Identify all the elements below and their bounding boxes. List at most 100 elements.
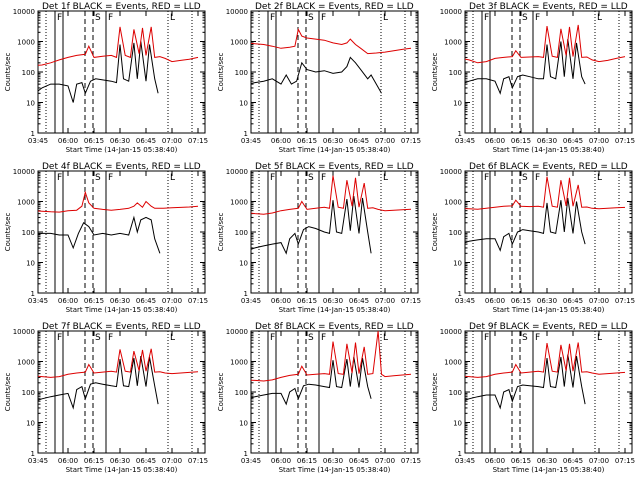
y-tick-label: 10 <box>26 100 35 108</box>
interval-label: L <box>170 13 175 23</box>
interval-label: F <box>57 13 62 23</box>
y-tick-label: 100 <box>449 69 462 77</box>
interval-label: F <box>484 173 489 183</box>
series-lld-line <box>465 176 626 210</box>
x-tick-label: 06:00 <box>271 137 291 145</box>
interval-label: F <box>535 333 540 343</box>
y-tick-label: 10000 <box>440 328 462 336</box>
series-lld-line <box>465 24 626 64</box>
panel-title: Det 8f BLACK = Events, RED = LLD <box>255 322 414 332</box>
y-tick-label: 10000 <box>226 328 248 336</box>
series-events-line <box>465 354 586 410</box>
interval-label: L <box>170 333 175 343</box>
interval-label: L <box>383 333 388 343</box>
panel-title: Det 3f BLACK = Events, RED = LLD <box>469 2 628 12</box>
x-tick-label: 06:45 <box>349 137 369 145</box>
y-tick-label: 10000 <box>13 168 35 176</box>
x-tick-label: 03:45 <box>455 297 475 305</box>
x-tick-label: 06:45 <box>563 137 583 145</box>
x-tick-label: 07:00 <box>375 297 395 305</box>
x-axis-label: Start Time (14-Jan-15 05:38:40) <box>279 146 391 154</box>
interval-label: L <box>170 173 175 183</box>
x-tick-label: 06:00 <box>58 457 78 465</box>
panel-title: Det 1f BLACK = Events, RED = LLD <box>42 2 201 12</box>
x-tick-label: 07:15 <box>188 297 208 305</box>
y-tick-label: 10 <box>239 420 248 428</box>
y-tick-label: 1 <box>244 130 248 138</box>
x-axis-label: Start Time (14-Jan-15 05:38:40) <box>493 146 605 154</box>
interval-label: S <box>308 13 314 23</box>
x-tick-label: 07:00 <box>589 137 609 145</box>
y-tick-label: 1000 <box>230 199 248 207</box>
interval-label: F <box>108 173 113 183</box>
series-events-line <box>465 39 586 95</box>
x-tick-label: 06:30 <box>323 137 343 145</box>
panel-title: Det 6f BLACK = Events, RED = LLD <box>469 162 628 172</box>
y-tick-label: 10 <box>453 420 462 428</box>
panel-3: Det 3f BLACK = Events, RED = LLD 1 10 100 10… <box>431 2 635 154</box>
y-axis-label: Counts/sec <box>431 213 439 252</box>
y-tick-label: 1 <box>458 450 462 458</box>
x-tick-label: 06:30 <box>537 297 557 305</box>
interval-label: F <box>321 173 326 183</box>
x-axis-label: Start Time (14-Jan-15 05:38:40) <box>279 306 391 314</box>
series-lld-line <box>38 26 199 66</box>
x-tick-label: 06:15 <box>511 137 531 145</box>
y-tick-label: 10000 <box>440 168 462 176</box>
series-events-line <box>251 196 372 255</box>
y-tick-label: 100 <box>22 229 35 237</box>
y-tick-label: 100 <box>235 69 248 77</box>
x-tick-label: 03:45 <box>455 137 475 145</box>
y-tick-label: 10000 <box>226 168 248 176</box>
y-axis-label: Counts/sec <box>4 213 12 252</box>
x-tick-label: 07:00 <box>589 297 609 305</box>
x-tick-label: 06:00 <box>485 297 505 305</box>
interval-label: S <box>95 333 101 343</box>
interval-label: F <box>57 173 62 183</box>
x-tick-label: 06:30 <box>323 457 343 465</box>
x-axis-label: Start Time (14-Jan-15 05:38:40) <box>66 146 178 154</box>
x-tick-label: 06:00 <box>271 297 291 305</box>
x-tick-label: 03:45 <box>28 137 48 145</box>
interval-label: S <box>95 173 101 183</box>
y-tick-label: 10000 <box>226 8 248 16</box>
series-events-line <box>465 197 586 252</box>
y-tick-label: 10000 <box>13 328 35 336</box>
y-tick-label: 1000 <box>444 39 462 47</box>
series-events-line <box>38 215 161 254</box>
y-tick-label: 1 <box>244 290 248 298</box>
x-tick-label: 06:30 <box>110 457 130 465</box>
x-tick-label: 07:15 <box>615 457 635 465</box>
interval-label: S <box>308 173 314 183</box>
y-tick-label: 1000 <box>17 359 35 367</box>
series-lld-line <box>38 190 199 213</box>
y-tick-label: 1000 <box>17 39 35 47</box>
interval-label: L <box>383 173 388 183</box>
x-tick-label: 07:15 <box>401 297 421 305</box>
x-tick-label: 06:15 <box>297 297 317 305</box>
interval-label: F <box>57 333 62 343</box>
panel-8: Det 8f BLACK = Events, RED = LLD 1 10 100 10… <box>217 322 421 474</box>
interval-label: F <box>108 13 113 23</box>
y-tick-label: 1000 <box>230 359 248 367</box>
y-axis-label: Counts/sec <box>217 373 225 412</box>
y-tick-label: 1 <box>458 290 462 298</box>
series-lld-line <box>251 27 412 55</box>
x-tick-label: 06:00 <box>485 457 505 465</box>
x-tick-label: 06:45 <box>136 457 156 465</box>
panel-2: Det 2f BLACK = Events, RED = LLD 1 10 100 10… <box>217 2 421 154</box>
x-tick-label: 06:30 <box>110 297 130 305</box>
y-tick-label: 1000 <box>444 359 462 367</box>
y-tick-label: 10000 <box>13 8 35 16</box>
y-axis-label: Counts/sec <box>217 213 225 252</box>
x-axis-label: Start Time (14-Jan-15 05:38:40) <box>279 466 391 474</box>
series-lld-line <box>465 342 626 378</box>
x-tick-label: 07:00 <box>162 297 182 305</box>
panel-9: Det 9f BLACK = Events, RED = LLD 1 10 100 10… <box>431 322 635 474</box>
panel-7: Det 7f BLACK = Events, RED = LLD 1 10 100 10… <box>4 322 208 474</box>
x-tick-label: 06:30 <box>110 137 130 145</box>
x-tick-label: 06:15 <box>511 457 531 465</box>
x-tick-label: 07:15 <box>401 137 421 145</box>
x-tick-label: 06:00 <box>58 137 78 145</box>
